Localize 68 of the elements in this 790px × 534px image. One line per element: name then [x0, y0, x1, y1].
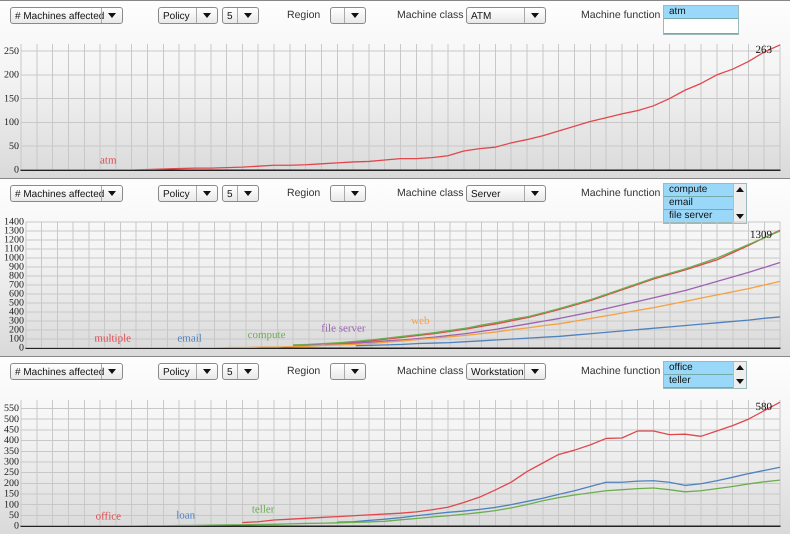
series-label: atm [100, 154, 117, 166]
y-tick-label: 700 [9, 280, 24, 291]
y-tick-label: 1300 [4, 226, 24, 237]
y-tick-label: 100 [9, 334, 24, 345]
y-tick-label: 450 [4, 424, 19, 436]
y-tick-label: 150 [4, 93, 19, 104]
text: Machine class [397, 187, 464, 199]
y-tick-label: 0 [14, 520, 19, 532]
text: Policy [163, 366, 190, 380]
text: Machine class [397, 9, 464, 21]
list-box: compute email file server [663, 183, 747, 224]
y-tick-label: 0 [14, 164, 19, 176]
y-tick-label: 600 [9, 288, 24, 300]
text: Machine function [581, 9, 660, 21]
text: Machine function [581, 365, 660, 377]
y-tick-label: 300 [4, 456, 19, 468]
text: office [96, 510, 122, 522]
text: multiple [94, 332, 132, 344]
series-label: file server [321, 322, 366, 334]
text: Policy [163, 10, 190, 24]
y-tick-label: 500 [9, 298, 24, 309]
text: Workstation [471, 366, 524, 380]
y-tick-label: 200 [4, 478, 19, 489]
y-tick-label: 1400 [4, 216, 24, 228]
text: ATM [471, 10, 492, 24]
y-tick-label: 550 [4, 403, 19, 414]
data-label: 1309 [750, 229, 772, 242]
text: Server [471, 188, 500, 202]
y-tick-label: 150 [4, 488, 19, 500]
text: Machine class [397, 365, 464, 377]
data-label: 580 [756, 401, 772, 414]
series-label: web [411, 314, 430, 327]
series-label: teller [252, 504, 275, 516]
y-tick-label: 250 [4, 46, 19, 57]
text: loan [176, 510, 196, 522]
y-tick-label: 250 [4, 467, 19, 478]
text: # Machines affected [15, 10, 104, 24]
y-tick-label: 0 [19, 342, 24, 354]
y-tick-label: 100 [4, 499, 19, 510]
y-tick-label: 200 [4, 70, 19, 81]
text: 5 [227, 10, 233, 24]
y-tick-label: 1100 [4, 244, 24, 255]
text: Region [287, 365, 320, 377]
y-tick-label: 300 [9, 316, 24, 327]
y-tick-label: 400 [4, 435, 19, 446]
text: Policy [163, 188, 190, 202]
y-tick-label: 1200 [4, 234, 24, 246]
text: Region [287, 187, 320, 199]
y-tick-label: 50 [9, 510, 19, 521]
y-tick-label: 350 [4, 446, 19, 457]
text: Region [287, 9, 320, 21]
text: # Machines affected [15, 366, 104, 380]
y-tick-label: 400 [9, 306, 24, 318]
text: Machine function [581, 187, 660, 199]
y-tick-label: 800 [9, 270, 24, 282]
y-tick-label: 100 [4, 117, 19, 128]
y-tick-label: 900 [9, 262, 24, 273]
y-tick-label: 500 [4, 414, 19, 425]
text: 5 [227, 188, 233, 202]
list-box: office teller [663, 361, 747, 389]
text: # Machines affected [15, 188, 104, 202]
y-tick-label: 1000 [4, 252, 24, 264]
y-tick-label: 50 [9, 140, 19, 152]
text: email [177, 332, 202, 344]
series-label: compute [248, 329, 286, 342]
list-box: atm [663, 5, 739, 35]
text: 5 [227, 366, 233, 380]
y-tick-label: 200 [9, 324, 24, 336]
